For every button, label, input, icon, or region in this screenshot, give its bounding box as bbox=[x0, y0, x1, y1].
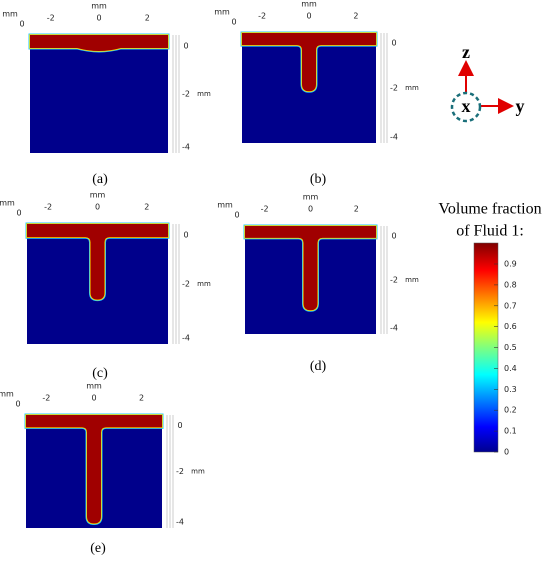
x-tick-label: 0 bbox=[95, 203, 100, 212]
x-label: x bbox=[462, 96, 471, 116]
corner-zero: 0 bbox=[16, 209, 21, 218]
fluid-1 bbox=[27, 224, 168, 300]
z-tick-label: 0 bbox=[183, 41, 188, 50]
z-tick-label: 0 bbox=[183, 231, 188, 240]
corner-unit: mm bbox=[2, 10, 18, 19]
x-tick-label: 0 bbox=[96, 14, 101, 23]
coordinate-icon: z x y bbox=[450, 42, 525, 123]
x-tick-label: -2 bbox=[47, 14, 55, 23]
interface-inner bbox=[244, 225, 377, 311]
colorbar-tick-label: 0.5 bbox=[504, 343, 517, 352]
colorbar-title: Volume fraction bbox=[438, 201, 541, 218]
panel-label: (a) bbox=[92, 172, 108, 187]
z-tick-label: 0 bbox=[177, 421, 182, 430]
colorbar-tick-label: 0.6 bbox=[504, 322, 517, 331]
x-tick-label: 2 bbox=[139, 394, 144, 403]
z-tick-label: 0 bbox=[391, 231, 396, 240]
x-tick-label: 2 bbox=[354, 205, 359, 214]
x-unit: mm bbox=[86, 382, 102, 391]
z-tick-label: -4 bbox=[390, 133, 398, 142]
fluid-1 bbox=[242, 33, 376, 92]
x-tick-label: -2 bbox=[258, 12, 266, 21]
x-tick-label: 0 bbox=[91, 394, 96, 403]
corner-zero: 0 bbox=[234, 211, 239, 220]
x-tick-label: 2 bbox=[353, 12, 358, 21]
colorbar-tick-label: 0.9 bbox=[504, 260, 517, 269]
y-label: y bbox=[516, 96, 525, 116]
corner-unit: mm bbox=[214, 8, 230, 17]
panel-label: (c) bbox=[92, 366, 108, 381]
colorbar-tick-label: 0.4 bbox=[504, 364, 517, 373]
corner-unit: mm bbox=[0, 199, 15, 208]
colorbar: Volume fraction of Fluid 1: 0.9 0.8 0.7 0.6… bbox=[438, 201, 541, 457]
corner-zero: 0 bbox=[19, 20, 24, 29]
z-tick-label: -2 bbox=[390, 276, 398, 285]
colorbar-tick-label: 0.3 bbox=[504, 385, 517, 394]
z-tick-label: -2 bbox=[182, 90, 190, 99]
colorbar-tick-label: 0 bbox=[504, 448, 509, 457]
x-unit: mm bbox=[301, 0, 317, 9]
x-unit: mm bbox=[91, 2, 107, 11]
corner-unit: mm bbox=[217, 201, 233, 210]
x-tick-label: -2 bbox=[44, 203, 52, 212]
z-tick-label: -4 bbox=[182, 143, 190, 152]
colorbar-tick-label: 0.1 bbox=[504, 427, 517, 436]
x-unit: mm bbox=[90, 191, 106, 200]
z-unit: mm bbox=[405, 84, 419, 92]
panel-label: (d) bbox=[310, 359, 327, 374]
x-tick-label: 2 bbox=[144, 203, 149, 212]
corner-zero: 0 bbox=[231, 18, 236, 27]
interface-inner bbox=[26, 223, 169, 301]
corner-zero: 0 bbox=[15, 400, 20, 409]
x-tick-label: 2 bbox=[145, 14, 150, 23]
x-tick-label: -2 bbox=[42, 394, 50, 403]
colorbar-tick-label: 0.8 bbox=[504, 280, 517, 289]
z-tick-label: -2 bbox=[390, 84, 398, 93]
colorbar-tick-label: 0.2 bbox=[504, 406, 517, 415]
colorbar-title: of Fluid 1: bbox=[456, 223, 524, 240]
z-unit: mm bbox=[197, 280, 211, 288]
z-label: z bbox=[462, 42, 470, 62]
fluid-1 bbox=[26, 415, 162, 524]
z-tick-label: -4 bbox=[390, 324, 398, 333]
z-unit: mm bbox=[197, 90, 211, 98]
fluid-1 bbox=[30, 35, 168, 51]
panel-label: (e) bbox=[90, 541, 106, 556]
z-tick-label: -4 bbox=[176, 518, 184, 527]
z-tick-label: 0 bbox=[391, 39, 396, 48]
z-unit: mm bbox=[191, 468, 205, 476]
z-tick-label: -2 bbox=[176, 467, 184, 476]
z-tick-label: -4 bbox=[182, 334, 190, 343]
x-tick-label: 0 bbox=[308, 205, 313, 214]
panel-label: (b) bbox=[310, 172, 327, 187]
x-tick-label: 0 bbox=[306, 12, 311, 21]
x-tick-label: -2 bbox=[261, 205, 269, 214]
z-tick-label: -2 bbox=[182, 280, 190, 289]
fluid-2 bbox=[30, 35, 168, 153]
colorbar-tick-label: 0.7 bbox=[504, 301, 517, 310]
corner-unit: mm bbox=[0, 390, 14, 399]
z-unit: mm bbox=[405, 276, 419, 284]
x-unit: mm bbox=[303, 193, 319, 202]
fluid-1 bbox=[245, 226, 376, 311]
interface-inner bbox=[25, 414, 163, 525]
